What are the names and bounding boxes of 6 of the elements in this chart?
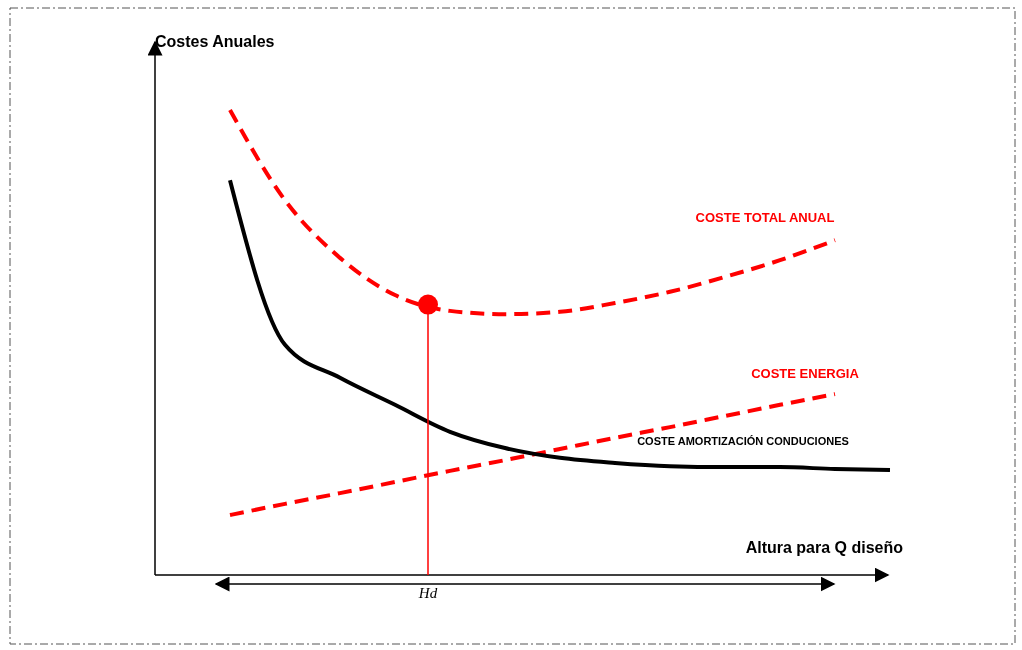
series-label: COSTE AMORTIZACIÓN CONDUCIONES <box>637 434 849 447</box>
series-label: COSTE TOTAL ANUAL <box>695 210 835 226</box>
y-axis-title: Costes Anuales <box>155 33 275 50</box>
x-axis-title: Altura para Q diseño <box>745 539 904 556</box>
series-label: COSTE ENERGIA <box>751 366 860 382</box>
text: Hd <box>417 585 438 601</box>
